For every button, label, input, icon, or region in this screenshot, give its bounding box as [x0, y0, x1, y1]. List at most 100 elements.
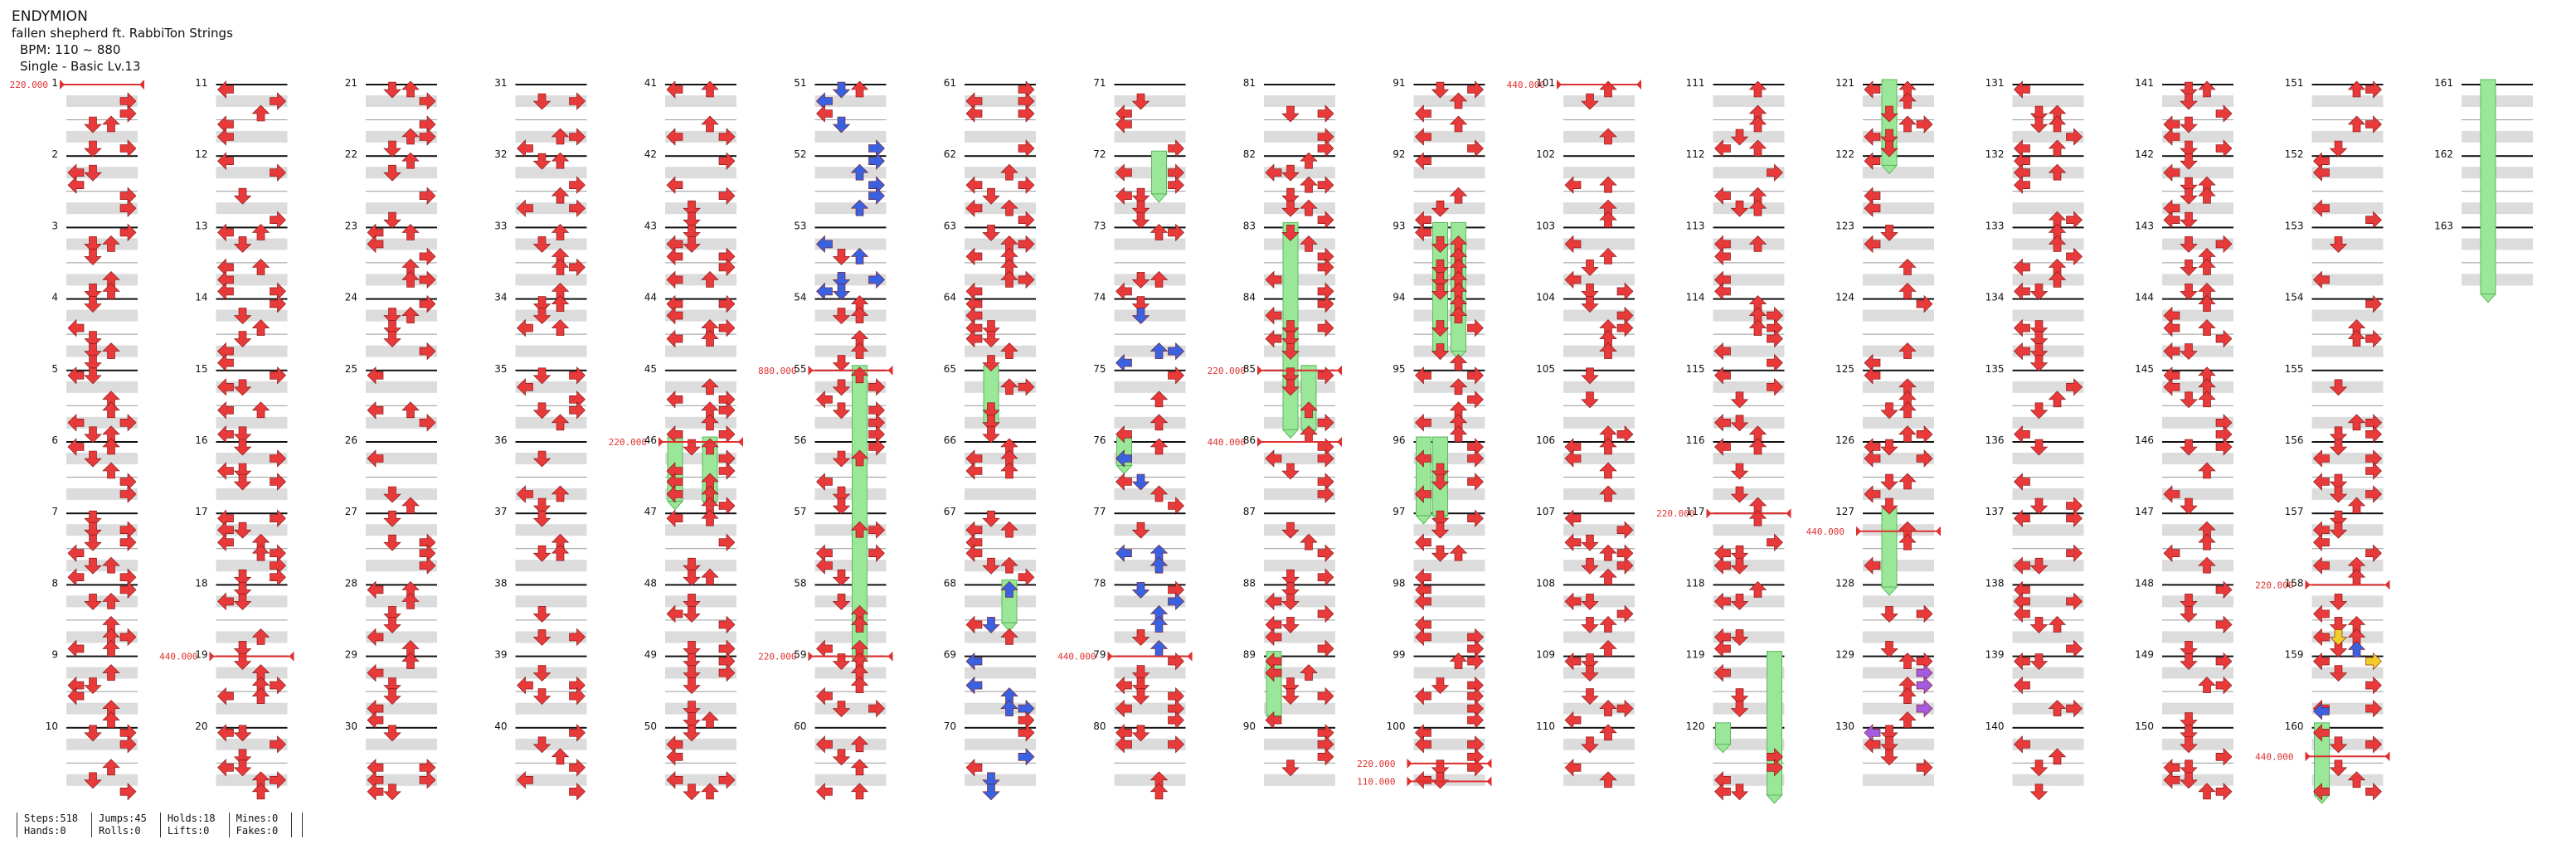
bpm-line	[60, 84, 144, 85]
beat-line	[515, 762, 587, 764]
step-arrow	[1864, 724, 1881, 742]
measure-number: 118	[1686, 577, 1705, 589]
step-arrow	[1714, 438, 1731, 456]
beat-band	[2012, 167, 2084, 179]
measure-line	[366, 226, 437, 229]
step-arrow	[67, 318, 85, 337]
step-arrow	[2313, 556, 2330, 575]
step-arrow	[666, 485, 683, 503]
measure-number: 6	[51, 434, 58, 446]
beat-band	[665, 202, 736, 215]
beat-band	[515, 345, 587, 357]
step-arrow	[683, 606, 701, 623]
step-arrow	[850, 80, 869, 98]
beat-band	[965, 774, 1036, 786]
measure-number: 33	[494, 220, 507, 231]
step-arrow	[1599, 211, 1617, 228]
step-arrow	[532, 629, 552, 646]
measure-number: 155	[2285, 363, 2304, 375]
step-arrow	[816, 473, 833, 491]
step-arrow	[1467, 759, 1484, 777]
beat-line	[1563, 262, 1635, 264]
beat-band	[2012, 202, 2084, 215]
hold-body	[2480, 79, 2496, 295]
beat-line	[515, 548, 587, 550]
step-arrow	[1115, 699, 1132, 718]
beat-line	[1713, 405, 1785, 406]
step-arrow	[666, 176, 683, 194]
step-arrow	[965, 247, 983, 266]
measure-number: 45	[644, 363, 657, 375]
beat-line	[1863, 691, 1934, 692]
beat-band	[814, 131, 887, 143]
beat-band	[515, 381, 587, 393]
step-arrow	[2048, 700, 2067, 716]
holds-count: Holds:18	[167, 813, 216, 824]
beat-band	[1863, 595, 1934, 608]
measure-number: 90	[1243, 720, 1256, 732]
beat-band	[1114, 667, 1186, 679]
step-arrow	[666, 604, 683, 623]
beat-line	[1563, 762, 1635, 764]
step-arrow	[233, 379, 252, 396]
step-arrow	[718, 771, 736, 789]
step-arrow	[2215, 235, 2233, 254]
measure-line	[66, 512, 138, 515]
beat-line	[66, 119, 138, 120]
step-arrow	[1000, 628, 1018, 645]
measure-number: 76	[1093, 434, 1106, 446]
beat-line	[366, 691, 437, 692]
step-arrow	[1131, 629, 1150, 646]
measure-number: 7	[51, 506, 58, 517]
beat-band	[1114, 524, 1186, 536]
beat-line	[2012, 191, 2084, 192]
beat-band	[216, 667, 288, 679]
measure-number: 152	[2285, 148, 2304, 160]
measure-number: 122	[1835, 148, 1854, 160]
step-arrow	[102, 759, 120, 776]
step-arrow	[701, 509, 719, 526]
step-arrow	[1300, 235, 1318, 252]
measure-number: 160	[2285, 720, 2304, 732]
step-arrow	[2313, 702, 2330, 720]
measure-number: 105	[1536, 363, 1555, 375]
step-arrow	[850, 521, 869, 538]
beat-band	[66, 131, 138, 143]
step-arrow	[1714, 139, 1731, 158]
bpm-line	[808, 369, 893, 371]
step-arrow	[532, 510, 552, 527]
measure-number: 31	[494, 77, 507, 89]
step-arrow	[2048, 391, 2067, 408]
step-arrow	[965, 104, 983, 123]
beat-line	[515, 119, 587, 120]
step-arrow	[1300, 152, 1318, 169]
beat-line	[216, 691, 288, 692]
step-arrow	[1730, 629, 1749, 646]
step-arrow	[850, 199, 869, 216]
measure-number: 78	[1093, 577, 1106, 589]
measure-number: 12	[195, 148, 207, 160]
step-arrow	[1898, 258, 1917, 275]
beat-line	[1713, 548, 1785, 550]
measure-number: 149	[2135, 649, 2154, 661]
step-arrow	[532, 296, 552, 313]
measure-number: 98	[1392, 577, 1405, 589]
measure-number: 119	[1686, 649, 1705, 661]
step-arrow	[1415, 592, 1431, 611]
step-arrow	[1730, 415, 1749, 432]
step-arrow	[401, 653, 420, 669]
step-arrow	[1415, 735, 1431, 754]
step-arrow	[1730, 784, 1749, 801]
step-arrow	[1449, 92, 1468, 109]
step-arrow	[551, 544, 570, 561]
measure-number: 99	[1392, 649, 1405, 661]
bpm-line	[659, 441, 743, 443]
bpm-label: 440.000	[2255, 751, 2293, 762]
step-arrow	[1131, 688, 1150, 706]
step-arrow	[1431, 320, 1450, 337]
beat-line	[2311, 619, 2384, 621]
measure-line	[665, 726, 736, 729]
step-arrow	[569, 759, 586, 777]
beat-line	[1114, 548, 1186, 550]
